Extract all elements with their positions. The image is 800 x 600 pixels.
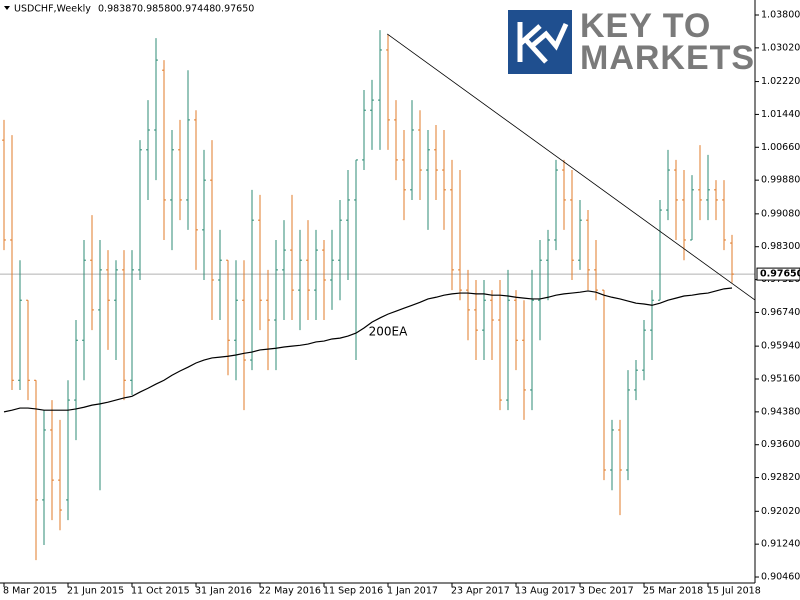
- y-tick-label: 0.98300: [761, 241, 800, 252]
- y-tick-label: 0.93600: [761, 439, 800, 450]
- header-high: 0.98580: [137, 4, 176, 15]
- x-tick-label: 3 Dec 2017: [579, 586, 634, 597]
- moving-average: [3, 287, 733, 413]
- x-tick-label: 15 Jul 2018: [707, 586, 761, 597]
- y-tick-label: 0.90460: [761, 572, 800, 583]
- chart-title: USDCHF,Weekly: [14, 4, 91, 15]
- y-tick-label: 0.92820: [761, 472, 800, 483]
- last-price-label: 0.97650: [760, 269, 800, 280]
- y-tick-label: 0.99880: [761, 175, 800, 186]
- x-tick-label: 22 May 2016: [259, 586, 321, 597]
- y-tick-label: 0.91240: [761, 539, 800, 550]
- y-tick-label: 1.03800: [761, 9, 800, 20]
- x-tick-label: 13 Aug 2017: [515, 586, 576, 597]
- y-tick-label: 0.94380: [761, 406, 800, 417]
- plot-area: [0, 30, 755, 561]
- y-tick-label: 1.03020: [761, 42, 800, 53]
- y-tick-label: 0.95160: [761, 374, 800, 385]
- header-open: 0.98387: [98, 4, 137, 15]
- header-arrow: [4, 6, 10, 10]
- header-low: 0.97448: [176, 4, 215, 15]
- logo-line1: KEY TO: [580, 7, 711, 45]
- logo-line2: MARKETS: [580, 39, 755, 77]
- y-tick-label: 0.99080: [761, 208, 800, 219]
- series-label: 200EA: [369, 325, 408, 339]
- y-tick-label: 1.02220: [761, 76, 800, 87]
- x-tick-label: 1 Jan 2017: [387, 586, 438, 597]
- last-price-box: [756, 267, 800, 281]
- header-close: 0.97650: [215, 4, 254, 15]
- logo-mark: [517, 22, 569, 64]
- y-tick-label: 0.92020: [761, 506, 800, 517]
- y-tick-label: 0.96740: [761, 307, 800, 318]
- trendline: [386, 33, 756, 301]
- x-tick-label: 8 Mar 2015: [3, 586, 57, 597]
- y-tick-label: 0.95940: [761, 341, 800, 352]
- y-tick-label: 1.00660: [761, 142, 800, 153]
- x-tick-label: 23 Apr 2017: [451, 586, 510, 597]
- logo: KEY TO MARKETS: [508, 7, 755, 77]
- y-tick-label: 1.01440: [761, 109, 800, 120]
- x-tick-label: 31 Jan 2016: [195, 586, 252, 597]
- x-tick-label: 11 Sep 2016: [323, 586, 383, 597]
- x-tick-label: 25 Mar 2018: [643, 586, 703, 597]
- x-tick-label: 11 Oct 2015: [131, 586, 190, 597]
- x-tick-label: 21 Jun 2015: [67, 586, 124, 597]
